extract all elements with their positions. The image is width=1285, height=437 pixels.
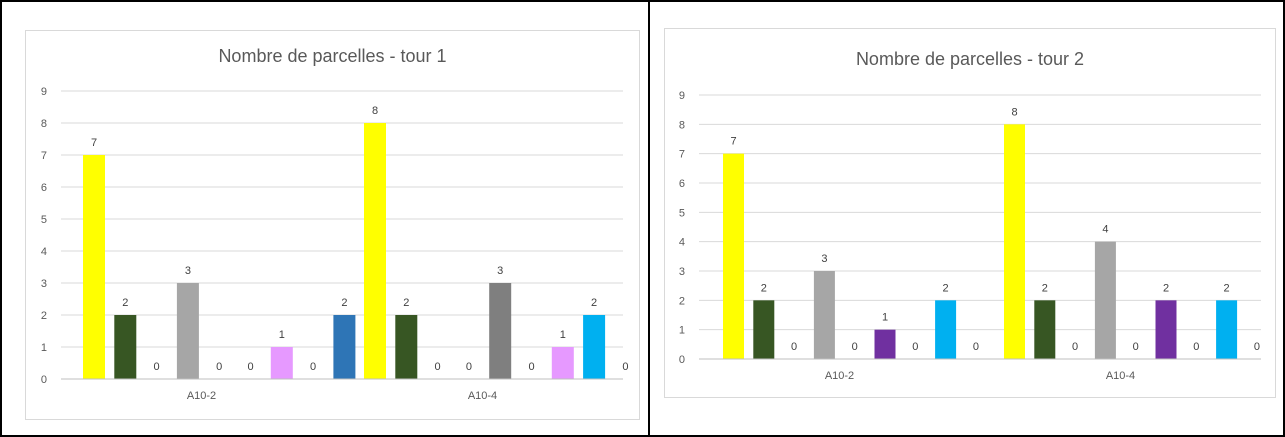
bar <box>874 329 896 359</box>
data-label: 2 <box>761 282 767 294</box>
bar <box>1094 241 1116 359</box>
chart-area-tour-1: Nombre de parcelles - tour 1 0 1 2 3 4 5 6 7 8 9 7… <box>25 30 640 420</box>
bar <box>813 271 835 359</box>
data-label: 0 <box>310 361 316 373</box>
y-tick-label: 0 <box>679 354 685 366</box>
data-label: 2 <box>403 297 409 309</box>
y-tick-label: 3 <box>679 266 685 278</box>
y-tick-label: 3 <box>41 278 47 290</box>
bar <box>270 347 293 379</box>
bar <box>1034 300 1056 359</box>
y-tick-label: 6 <box>41 182 47 194</box>
data-label: 0 <box>247 361 253 373</box>
data-label: 2 <box>1163 282 1169 294</box>
y-tick-label: 8 <box>41 118 47 130</box>
y-tick-label: 2 <box>679 295 685 307</box>
bar-chart-tour-1: 0 1 2 3 4 5 6 7 8 9 7 2 0 3 0 0 1 0 2 A10-2 8 2 0 0 3 0 1 2 0 A10-4 <box>41 86 629 402</box>
data-label: 2 <box>341 297 347 309</box>
y-tick-label: 9 <box>41 86 47 98</box>
y-tick-label: 1 <box>679 325 685 337</box>
bar <box>176 283 199 379</box>
data-label: 0 <box>973 341 979 353</box>
bar <box>583 315 606 379</box>
bar <box>333 315 356 379</box>
data-label: 2 <box>943 282 949 294</box>
y-tick-label: 4 <box>41 246 47 258</box>
data-label: 0 <box>791 341 797 353</box>
y-tick-label: 1 <box>41 342 47 354</box>
y-tick-label: 0 <box>41 374 47 386</box>
data-label: 0 <box>528 361 534 373</box>
data-label: 0 <box>622 361 628 373</box>
bar <box>551 347 574 379</box>
data-label: 7 <box>91 137 97 149</box>
bar <box>1004 124 1025 359</box>
y-tick-label: 7 <box>679 149 685 161</box>
chart-title: Nombre de parcelles - tour 1 <box>218 46 447 66</box>
y-tick-label: 6 <box>679 178 685 190</box>
category-label: A10-4 <box>1106 370 1135 382</box>
y-tick-label: 5 <box>679 207 685 219</box>
bar-chart-tour-2: 0 1 2 3 4 5 6 7 8 9 7 2 0 3 0 1 0 2 0 A10-2 8 2 0 4 0 2 0 2 0 A10-4 <box>679 90 1261 382</box>
data-label: 2 <box>1224 282 1230 294</box>
bar <box>1216 300 1238 359</box>
bar <box>753 300 775 359</box>
data-label: 0 <box>1193 341 1199 353</box>
bar <box>489 283 512 379</box>
data-label: 7 <box>730 136 736 148</box>
data-label: 0 <box>1072 341 1078 353</box>
chart-panel-tour-2: Nombre de parcelles - tour 2 0 1 2 3 4 5 6 7 8 9 7… <box>648 0 1285 437</box>
data-label: 0 <box>912 341 918 353</box>
data-label: 2 <box>591 297 597 309</box>
data-label: 2 <box>122 297 128 309</box>
data-label: 3 <box>185 265 191 277</box>
data-label: 0 <box>216 361 222 373</box>
bar <box>83 155 105 379</box>
bar <box>364 123 386 379</box>
data-label: 3 <box>497 265 503 277</box>
data-label: 1 <box>560 329 566 341</box>
data-label: 0 <box>1254 341 1260 353</box>
bar <box>114 315 137 379</box>
bar <box>395 315 418 379</box>
chart-area-tour-2: Nombre de parcelles - tour 2 0 1 2 3 4 5 6 7 8 9 7… <box>664 28 1276 398</box>
data-label: 2 <box>1042 282 1048 294</box>
y-tick-label: 7 <box>41 150 47 162</box>
category-label: A10-2 <box>187 390 216 402</box>
y-tick-label: 9 <box>679 90 685 102</box>
chart-panel-tour-1: Nombre de parcelles - tour 1 0 1 2 3 4 5 6 7 8 9 7… <box>0 0 648 437</box>
data-label: 0 <box>466 361 472 373</box>
y-tick-label: 8 <box>679 119 685 131</box>
data-label: 3 <box>821 253 827 265</box>
y-tick-label: 4 <box>679 237 685 249</box>
data-label: 1 <box>882 312 888 324</box>
data-label: 0 <box>154 361 160 373</box>
y-tick-label: 2 <box>41 310 47 322</box>
chart-title: Nombre de parcelles - tour 2 <box>855 49 1085 69</box>
data-label: 8 <box>1011 106 1017 118</box>
bar <box>935 300 957 359</box>
category-label: A10-4 <box>468 390 497 402</box>
bar <box>1155 300 1177 359</box>
data-label: 8 <box>372 105 378 117</box>
bar <box>723 153 744 359</box>
data-label: 0 <box>435 361 441 373</box>
data-label: 4 <box>1102 224 1108 236</box>
y-tick-label: 5 <box>41 214 47 226</box>
category-label: A10-2 <box>825 370 854 382</box>
data-label: 1 <box>279 329 285 341</box>
data-label: 0 <box>1133 341 1139 353</box>
data-label: 0 <box>852 341 858 353</box>
